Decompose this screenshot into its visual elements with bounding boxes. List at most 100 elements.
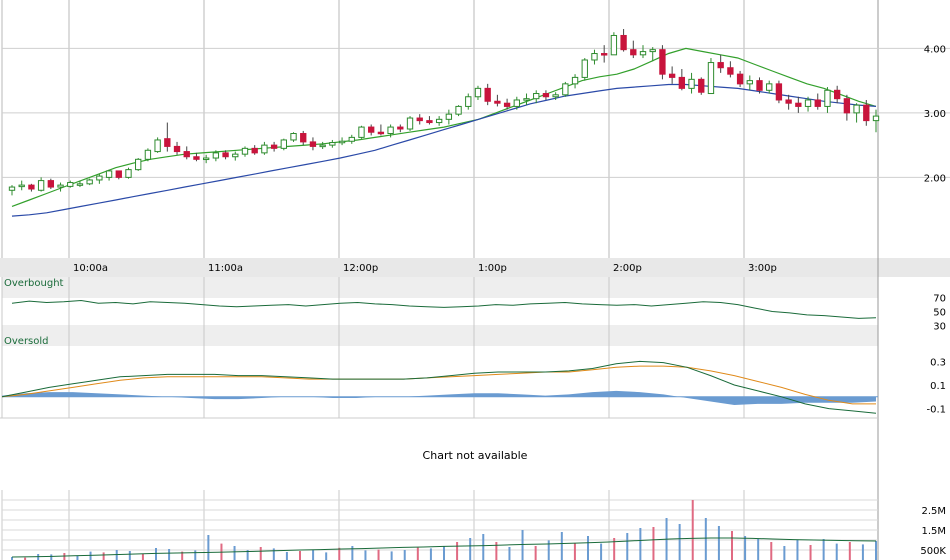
candle-up-body	[232, 153, 239, 158]
candle	[28, 183, 35, 192]
time-tick-label: 1:00p	[478, 263, 507, 274]
candle-down-body	[484, 87, 491, 102]
candle-up-body	[746, 80, 753, 85]
volume-bar	[534, 546, 537, 560]
volume-bar	[835, 543, 838, 560]
candle	[523, 93, 530, 106]
candle-up-body	[513, 99, 520, 107]
volume-panel	[11, 500, 877, 560]
candle	[173, 141, 181, 155]
candle	[736, 70, 744, 88]
candle	[668, 66, 676, 84]
candle-down-body	[503, 102, 511, 107]
volume-ytick-label: 2.5M	[921, 506, 946, 517]
candle	[18, 180, 25, 191]
candle	[445, 109, 453, 125]
candle-down-body	[698, 78, 705, 93]
price-panel-frame	[2, 0, 878, 258]
candle-down-body	[775, 83, 783, 101]
volume-bar	[848, 542, 851, 560]
candle-up-body	[445, 113, 453, 120]
volume-chart-message: Chart not available	[422, 449, 528, 462]
time-tick-label: 12:00p	[343, 263, 378, 274]
candle-down-body	[222, 152, 229, 158]
volume-bar	[573, 543, 576, 560]
candle	[358, 125, 365, 139]
candle-up-body	[154, 139, 161, 153]
candle	[843, 94, 851, 121]
macd-ytick-label: 0.3	[930, 357, 946, 368]
candle	[610, 32, 618, 56]
candle-up-body	[86, 179, 93, 185]
volume-bar	[443, 546, 445, 560]
candle	[601, 45, 608, 63]
candle-up-body	[241, 147, 249, 155]
candle	[494, 94, 501, 107]
chart-backgrounds	[0, 0, 950, 346]
macd-signal-line	[1, 365, 876, 405]
volume-bar	[390, 551, 393, 560]
candle-up-body	[57, 184, 64, 188]
candle-up-body	[76, 183, 84, 186]
candle	[707, 58, 715, 95]
volume-bar	[128, 551, 131, 560]
volume-bar	[875, 541, 877, 560]
volume-bar	[272, 548, 275, 560]
candle-up-body	[465, 96, 472, 107]
price-ytick-label: 3.00	[924, 109, 946, 120]
candle	[251, 145, 258, 155]
volume-bar	[704, 518, 707, 560]
volume-bar	[416, 547, 419, 560]
volume-bar	[377, 549, 380, 560]
candle-down-body	[785, 99, 792, 104]
candle-up-body	[105, 170, 113, 178]
volume-bar	[587, 536, 589, 560]
candle	[591, 49, 598, 65]
candle-down-body	[727, 67, 734, 75]
candle-down-body	[717, 62, 724, 69]
candle	[785, 94, 792, 110]
candle	[688, 72, 695, 94]
volume-bar	[757, 539, 760, 560]
volume-bar	[351, 546, 354, 560]
candle	[115, 170, 122, 180]
candle	[261, 141, 268, 155]
candle	[678, 69, 686, 91]
macd-ytick-label: -0.1	[926, 405, 946, 416]
candle	[804, 96, 812, 112]
time-tick-label: 11:00a	[208, 263, 243, 274]
candle	[465, 93, 472, 110]
candle	[620, 29, 627, 52]
candle	[37, 177, 45, 192]
volume-bar	[822, 539, 825, 560]
candle	[368, 124, 375, 136]
candle-up-body	[552, 94, 559, 98]
candle	[639, 45, 647, 59]
candle	[659, 45, 666, 80]
candle-up-body	[135, 158, 142, 171]
volume-bar	[652, 527, 655, 560]
ma-long-line	[11, 83, 877, 217]
volume-bar	[403, 550, 406, 560]
candle	[8, 185, 16, 196]
candle	[416, 114, 423, 125]
volume-bar	[796, 540, 799, 560]
rsi-ytick-label: 50	[933, 308, 946, 319]
candle-up-body	[280, 139, 287, 149]
candle-down-body	[47, 180, 55, 188]
candle	[727, 61, 734, 78]
candle-down-body	[542, 93, 550, 98]
volume-bar	[285, 552, 288, 560]
candle	[212, 150, 220, 162]
price-panel	[8, 29, 880, 217]
candle-up-body	[406, 117, 414, 130]
volume-bar	[181, 551, 184, 560]
candle-down-body	[833, 89, 841, 100]
candle	[542, 90, 550, 100]
candle-up-body	[329, 142, 336, 146]
volume-bar	[560, 532, 563, 560]
candle-down-body	[416, 117, 423, 122]
rsi-ytick-label: 70	[933, 294, 946, 305]
volume-bar	[770, 542, 773, 560]
volume-bar	[194, 550, 197, 560]
